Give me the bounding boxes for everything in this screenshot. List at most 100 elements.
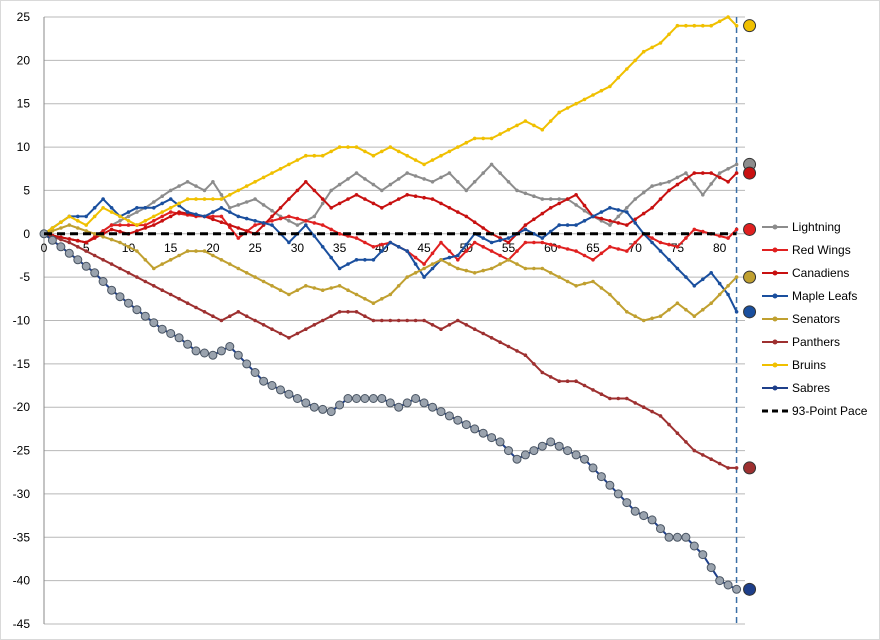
data-point bbox=[574, 284, 578, 288]
data-point bbox=[363, 197, 367, 201]
data-point bbox=[641, 190, 646, 195]
data-point bbox=[219, 318, 224, 323]
data-point bbox=[219, 214, 224, 219]
data-point bbox=[495, 437, 505, 447]
data-point bbox=[582, 281, 587, 286]
data-point bbox=[346, 310, 350, 314]
data-point bbox=[540, 236, 545, 240]
data-point bbox=[76, 219, 80, 223]
data-point bbox=[295, 331, 300, 336]
data-point bbox=[253, 223, 257, 227]
data-point bbox=[472, 220, 477, 224]
data-point bbox=[726, 180, 730, 184]
data-point bbox=[633, 197, 637, 201]
data-point bbox=[701, 193, 705, 197]
data-point bbox=[346, 197, 350, 201]
data-point bbox=[261, 323, 266, 327]
data-point bbox=[422, 162, 426, 167]
data-point bbox=[481, 331, 486, 336]
data-point bbox=[352, 394, 361, 403]
data-point bbox=[360, 394, 370, 403]
data-point bbox=[259, 376, 269, 386]
data-point bbox=[208, 350, 218, 360]
data-point bbox=[396, 197, 401, 201]
data-point bbox=[515, 188, 519, 193]
data-point bbox=[135, 249, 139, 253]
data-point bbox=[211, 217, 215, 222]
data-point bbox=[608, 292, 612, 297]
data-point bbox=[529, 446, 539, 456]
data-point bbox=[228, 223, 232, 227]
data-point bbox=[109, 262, 114, 266]
data-point bbox=[523, 240, 528, 245]
data-point bbox=[219, 220, 224, 224]
data-point bbox=[684, 236, 688, 240]
data-point bbox=[177, 184, 181, 188]
data-point bbox=[734, 466, 739, 470]
data-point bbox=[270, 208, 274, 213]
data-point bbox=[380, 206, 384, 210]
data-point bbox=[650, 236, 654, 240]
data-point bbox=[278, 288, 283, 293]
data-point bbox=[405, 275, 410, 279]
data-point bbox=[354, 292, 359, 297]
data-point bbox=[664, 532, 674, 542]
data-point bbox=[312, 188, 317, 193]
data-point bbox=[582, 208, 587, 213]
data-point bbox=[709, 457, 713, 462]
legend-marker bbox=[772, 224, 778, 230]
data-point bbox=[59, 237, 63, 242]
x-tick-label: 0 bbox=[41, 241, 48, 255]
data-point bbox=[734, 171, 739, 175]
data-point bbox=[312, 234, 317, 238]
data-point bbox=[717, 281, 722, 286]
data-point bbox=[675, 23, 680, 28]
data-point bbox=[59, 220, 63, 224]
data-point bbox=[183, 339, 193, 349]
data-point bbox=[270, 214, 274, 219]
data-point bbox=[625, 67, 629, 71]
data-point bbox=[439, 201, 443, 206]
data-point bbox=[596, 472, 606, 482]
legend-label: Maple Leafs bbox=[792, 289, 857, 303]
x-tick-label: 5 bbox=[83, 241, 90, 255]
x-tick-label: 25 bbox=[248, 241, 262, 255]
data-point bbox=[287, 214, 291, 219]
data-point bbox=[405, 249, 410, 253]
data-point bbox=[312, 323, 317, 327]
data-point bbox=[211, 197, 215, 201]
data-point bbox=[92, 236, 97, 240]
data-point bbox=[732, 584, 742, 594]
data-point bbox=[481, 236, 486, 240]
data-point bbox=[118, 229, 122, 234]
data-point bbox=[489, 249, 494, 253]
data-point bbox=[168, 197, 173, 201]
data-point bbox=[520, 450, 530, 460]
data-point bbox=[734, 227, 739, 232]
legend-label: Sabres bbox=[792, 381, 830, 395]
data-point bbox=[540, 197, 545, 201]
panthers-logo-icon bbox=[743, 461, 757, 475]
legend-marker bbox=[772, 362, 778, 368]
data-point bbox=[472, 240, 477, 245]
data-point bbox=[447, 249, 452, 253]
data-point bbox=[656, 524, 665, 534]
data-point bbox=[304, 180, 308, 184]
data-point bbox=[658, 240, 663, 245]
data-point bbox=[320, 245, 325, 249]
data-point bbox=[439, 240, 443, 245]
data-point bbox=[380, 188, 384, 193]
data-point bbox=[557, 201, 561, 206]
data-point bbox=[625, 210, 629, 214]
data-point bbox=[168, 188, 173, 193]
data-point bbox=[447, 262, 452, 266]
data-point bbox=[554, 441, 564, 451]
data-point bbox=[580, 454, 589, 464]
data-point bbox=[118, 240, 122, 245]
data-point bbox=[574, 101, 578, 106]
data-point bbox=[295, 188, 300, 193]
data-point bbox=[101, 258, 105, 262]
data-point bbox=[233, 350, 243, 360]
data-point bbox=[489, 336, 494, 340]
data-point bbox=[270, 171, 274, 175]
